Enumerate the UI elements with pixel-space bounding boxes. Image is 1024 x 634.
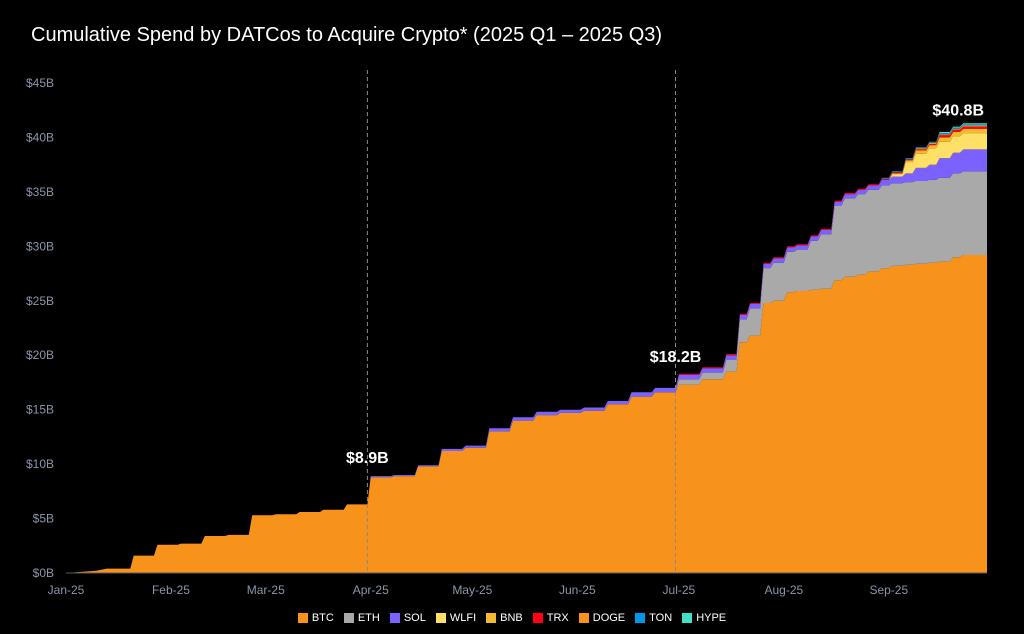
legend-label: HYPE <box>696 612 727 624</box>
annotation-label: $18.2B <box>650 349 702 366</box>
legend-label: SOL <box>403 612 426 624</box>
y-tick-label: $45B <box>26 76 54 90</box>
x-tick-label: May-25 <box>452 583 492 597</box>
x-tick-label: Aug-25 <box>764 583 803 597</box>
legend-swatch <box>578 613 589 623</box>
legend-label: BNB <box>500 612 523 624</box>
annotation-label: $40.8B <box>932 103 984 120</box>
legend-item-bnb: BNB <box>486 612 523 624</box>
legend-swatch <box>297 613 308 623</box>
axes: $0B $5B $10B $15B $20B $25B $30B $35B $40B $45B Ja… <box>26 76 987 597</box>
legend-label: TRX <box>546 612 569 624</box>
legend-label: DOGE <box>592 612 626 624</box>
legend: BTC ETH SOL WLFI BNB TRX DOGE TON HYPE <box>0 612 1024 624</box>
y-tick-label: $5B <box>33 512 54 526</box>
y-tick-label: $25B <box>26 294 54 308</box>
annotations: $8.9B $18.2B $40.8B <box>346 103 984 467</box>
legend-item-hype: HYPE <box>682 612 726 624</box>
y-tick-label: $15B <box>26 403 54 417</box>
legend-label: ETH <box>357 612 380 624</box>
legend-item-sol: SOL <box>389 612 426 624</box>
legend-item-ton: TON <box>635 612 672 624</box>
legend-swatch <box>343 613 354 623</box>
x-tick-label: Jun-25 <box>559 583 596 597</box>
y-tick-label: $10B <box>26 457 54 471</box>
x-tick-label: Jul-25 <box>663 583 696 597</box>
annotation-label: $8.9B <box>346 450 389 467</box>
legend-swatch <box>532 613 543 623</box>
legend-swatch <box>635 613 646 623</box>
x-tick-label: Feb-25 <box>152 583 190 597</box>
legend-swatch <box>682 613 693 623</box>
y-tick-label: $35B <box>26 185 54 199</box>
legend-label: WLFI <box>449 612 477 624</box>
legend-item-btc: BTC <box>297 612 334 624</box>
x-tick-label: Jan-25 <box>48 583 85 597</box>
legend-swatch <box>486 613 497 623</box>
x-tick-label: Sep-25 <box>869 583 908 597</box>
legend-item-wlfi: WLFI <box>435 612 477 624</box>
y-tick-label: $0B <box>33 566 54 580</box>
y-tick-label: $20B <box>26 348 54 362</box>
legend-swatch <box>435 613 446 623</box>
chart-title: Cumulative Spend by DATCos to Acquire Cr… <box>31 24 663 46</box>
legend-swatch <box>389 613 400 623</box>
x-tick-label: Mar-25 <box>247 583 285 597</box>
y-tick-label: $40B <box>26 130 54 144</box>
legend-item-eth: ETH <box>343 612 380 624</box>
series-area-eth <box>66 171 987 573</box>
y-tick-label: $30B <box>26 239 54 253</box>
legend-item-trx: TRX <box>532 612 569 624</box>
series-area-btc <box>66 255 987 573</box>
legend-label: BTC <box>311 612 334 624</box>
series-areas <box>66 123 987 574</box>
legend-label: TON <box>649 612 673 624</box>
legend-item-doge: DOGE <box>578 612 626 624</box>
x-tick-label: Apr-25 <box>353 583 389 597</box>
